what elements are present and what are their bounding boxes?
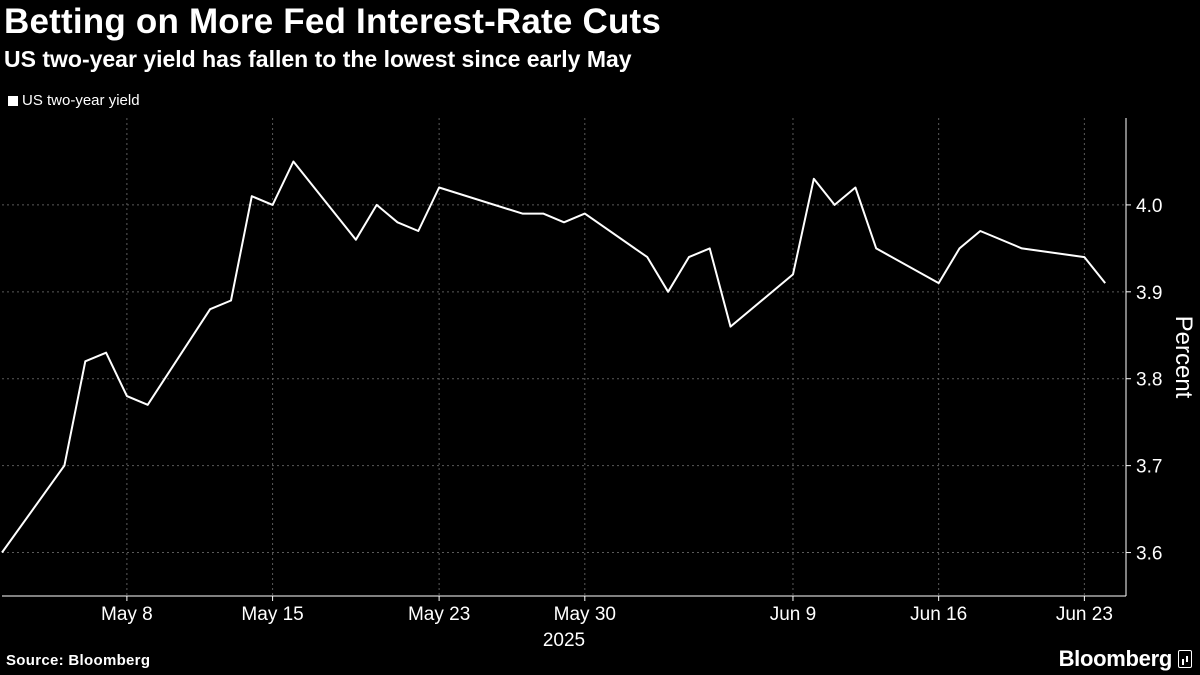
x-tick-label: May 15 [241, 604, 303, 625]
chart-title: Betting on More Fed Interest-Rate Cuts [4, 2, 662, 41]
y-axis-label: Percent [1170, 316, 1197, 399]
source-note: Source: Bloomberg [6, 652, 151, 669]
brand-logo: Bloomberg [1059, 646, 1192, 672]
x-tick-label: Jun 16 [910, 604, 967, 625]
y-tick-label: 3.8 [1136, 370, 1162, 391]
brand-name: Bloomberg [1058, 646, 1173, 671]
y-tick-label: 3.6 [1136, 544, 1162, 565]
x-tick-label: Jun 9 [770, 604, 816, 625]
y-tick-label: 3.7 [1136, 457, 1162, 478]
chart-subtitle: US two-year yield has fallen to the lowe… [4, 46, 632, 72]
legend-label: US two-year yield [22, 92, 140, 109]
x-tick-label: May 8 [101, 604, 153, 625]
legend-swatch [8, 95, 18, 106]
x-axis-label: 2025 [543, 630, 585, 651]
chart-app-icon [1178, 650, 1192, 668]
x-tick-label: May 23 [408, 604, 470, 625]
x-tick-label: Jun 23 [1056, 604, 1113, 625]
y-tick-label: 4.0 [1136, 196, 1162, 217]
y-tick-label: 3.9 [1136, 283, 1162, 304]
x-tick-label: May 30 [554, 604, 616, 625]
legend: US two-year yield [8, 92, 140, 109]
series-line-us-two-year-yield [1, 160, 1106, 554]
